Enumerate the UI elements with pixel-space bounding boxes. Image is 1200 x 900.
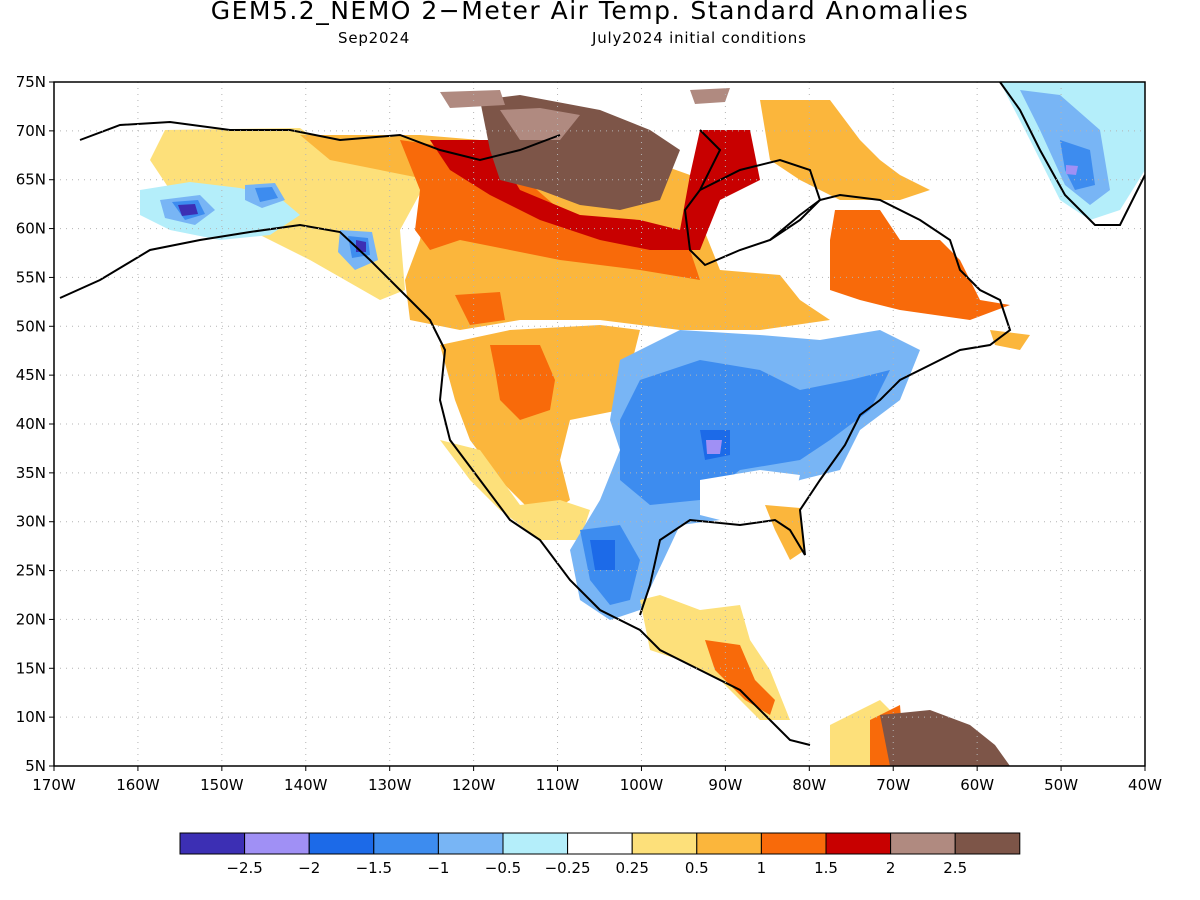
legend-label: 2.5 [943, 859, 967, 877]
valid-month-label: Sep2024 [338, 29, 411, 47]
lon-label: 40W [1128, 776, 1162, 794]
coastline-hudson-bay [699, 158, 822, 241]
coastline-gulf-east [639, 129, 1012, 616]
legend-label: −1 [427, 859, 449, 877]
legend-label: 2 [886, 859, 896, 877]
lat-label: 60N [16, 220, 46, 238]
anomaly-region-labrador-hot [830, 210, 1010, 320]
legend-label: −0.5 [485, 859, 521, 877]
anomaly-region-west-us-warm [440, 325, 640, 520]
coastlines [59, 82, 1145, 746]
lon-label: 110W [536, 776, 580, 794]
legend-swatch [631, 832, 698, 855]
anomaly-region-arctic-tan [440, 88, 730, 140]
legend-swatch [954, 832, 1021, 855]
lon-label: 50W [1044, 776, 1078, 794]
legend-swatch [179, 832, 246, 855]
legend-label: −0.25 [545, 859, 591, 877]
lon-label: 100W [620, 776, 664, 794]
lat-label: 10N [16, 708, 46, 726]
lat-label: 5N [25, 757, 46, 775]
legend-label: 1.5 [814, 859, 838, 877]
graticule [54, 82, 1145, 766]
longitude-labels: 170W 160W 150W 140W 130W 120W 110W 100W 90W 80W 70… [32, 766, 1162, 794]
legend-swatch [437, 832, 504, 855]
latitude-labels: 75N 70N 65N 60N 55N 50N 45N 40N 35N 30N 25N 20N 15N 1… [16, 73, 54, 775]
coastline-north-america [59, 223, 811, 746]
lat-label: 20N [16, 610, 46, 628]
legend-swatch [308, 832, 375, 855]
anomaly-region-florida-warm [765, 505, 805, 560]
lon-label: 140W [284, 776, 328, 794]
legend-label: −2.5 [226, 859, 262, 877]
anomaly-region-greenland-coldest [1060, 140, 1095, 190]
lon-label: 150W [200, 776, 244, 794]
lon-label: 130W [368, 776, 412, 794]
legend-swatch [373, 832, 439, 855]
legend-swatch [890, 832, 956, 855]
lat-label: 50N [16, 317, 46, 335]
legend-swatch [244, 832, 310, 855]
legend-label: 1 [757, 859, 767, 877]
lat-label: 40N [16, 415, 46, 433]
legend-swatch [567, 832, 633, 855]
lat-label: 75N [16, 73, 46, 91]
lon-label: 170W [32, 776, 76, 794]
anomaly-region-mexico-warm [440, 440, 590, 540]
lat-label: 30N [16, 513, 46, 531]
lat-label: 35N [16, 464, 46, 482]
legend-label: −1.5 [356, 859, 392, 877]
lon-label: 160W [116, 776, 160, 794]
init-conditions-label: July2024 initial conditions [592, 29, 807, 47]
lat-label: 65N [16, 171, 46, 189]
anomaly-region-alaska-cold [160, 183, 378, 270]
color-legend: −2.5 −2 −1.5 −1 −0.5 −0.25 0.25 0.5 1 1.5 2 2.5 [179, 832, 1021, 877]
lat-label: 15N [16, 659, 46, 677]
coastline-arctic [79, 120, 561, 162]
anomaly-region-hudson-red [430, 130, 760, 250]
lon-label: 120W [452, 776, 496, 794]
lat-label: 45N [16, 366, 46, 384]
lon-label: 90W [708, 776, 742, 794]
anomaly-region-greenland-min [1066, 165, 1078, 175]
lat-label: 70N [16, 122, 46, 140]
anomaly-region-labrador-warm [760, 100, 1030, 350]
legend-swatch [696, 832, 762, 855]
lon-label: 60W [960, 776, 994, 794]
anomaly-region-ozark-min [706, 440, 722, 454]
lon-label: 70W [876, 776, 910, 794]
anomaly-fields [140, 82, 1145, 766]
anomaly-region-west-us-hot [455, 292, 555, 420]
lat-label: 55N [16, 268, 46, 286]
anomaly-region-south-america-brown [880, 710, 1010, 766]
map-title: GEM5.2_NEMO 2−Meter Air Temp. Standard A… [210, 0, 970, 25]
coastline-greenland [999, 82, 1145, 226]
legend-label: −2 [298, 859, 320, 877]
legend-swatch [760, 832, 827, 855]
anomaly-region-east-us-cold [620, 360, 890, 505]
legend-swatch [502, 832, 569, 855]
legend-swatch [825, 832, 892, 855]
lat-label: 25N [16, 562, 46, 580]
legend-label: 0.25 [615, 859, 648, 877]
lon-label: 80W [792, 776, 826, 794]
anomaly-region-central-america-hot [705, 640, 775, 715]
legend-label: 0.5 [685, 859, 709, 877]
